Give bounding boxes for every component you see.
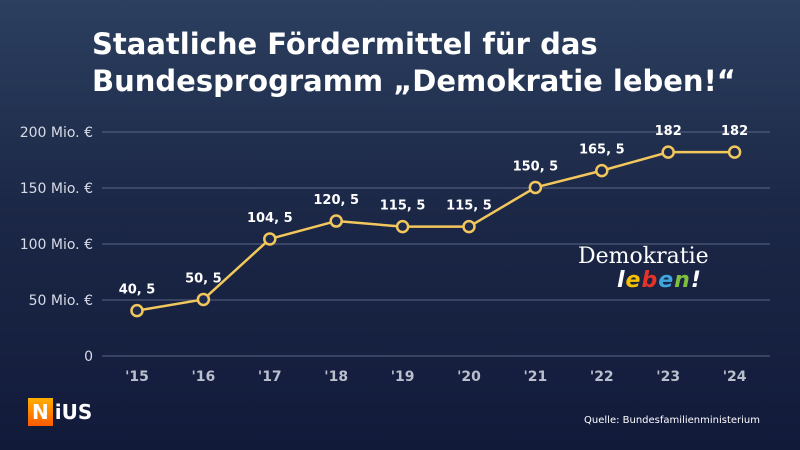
chart-title: Staatliche Fördermittel für das Bundespr… — [92, 26, 772, 100]
nius-logo-text: iUS — [54, 400, 93, 424]
x-tick-label: '18 — [324, 369, 348, 385]
series-line-group — [136, 150, 735, 312]
logo-line-2: leben! — [617, 268, 702, 293]
series-line — [136, 150, 735, 312]
data-point — [727, 145, 742, 159]
data-label: 115, 5 — [446, 199, 492, 214]
chart-title-line-2: Bundesprogramm „Demokratie leben!“ — [92, 64, 736, 98]
data-label: 50, 5 — [185, 271, 222, 286]
logo-letter: e — [625, 268, 642, 293]
data-point — [130, 303, 144, 318]
logo-line-1: Demokratie — [578, 244, 709, 269]
x-tick-label: '16 — [192, 369, 216, 385]
x-tick-label: '15 — [125, 369, 149, 385]
nius-logo-mark: N — [28, 398, 53, 426]
data-point — [329, 214, 343, 228]
logo-letter: l — [617, 268, 626, 293]
x-tick-label: '21 — [524, 369, 548, 385]
y-axis-ticks: 0 50 Mio. € 100 Mio. € 150 Mio. € 200 Mio. € — [20, 125, 93, 365]
logo-letter: n — [674, 268, 691, 293]
data-labels: 40, 5 50, 5 104, 5 120, 5 115, 5 115, 5 150, 5… — [119, 124, 748, 297]
data-point — [196, 292, 211, 307]
data-point — [595, 163, 609, 178]
data-point — [462, 219, 476, 234]
data-label: 182 — [655, 124, 682, 139]
data-points — [130, 145, 742, 318]
demokratie-leben-logo: Demokratie — [578, 244, 709, 269]
y-tick-label: 100 Mio. € — [20, 237, 93, 253]
data-label: 120, 5 — [313, 193, 359, 208]
data-label: 182 — [721, 124, 748, 139]
x-tick-label: '17 — [258, 369, 282, 385]
data-label: 150, 5 — [513, 159, 559, 174]
data-point — [528, 180, 543, 195]
x-tick-label: '22 — [590, 369, 614, 385]
source-note: Quelle: Bundesfamilienministerium — [584, 415, 760, 426]
y-tick-label: 200 Mio. € — [20, 125, 93, 141]
logo-letter: e — [658, 268, 675, 293]
x-tick-label: '23 — [656, 369, 680, 385]
data-label: 40, 5 — [119, 283, 156, 298]
y-tick-label: 0 — [84, 349, 93, 365]
data-label: 115, 5 — [380, 199, 426, 214]
data-point — [263, 232, 277, 246]
nius-logo: N iUS — [28, 398, 92, 426]
logo-letter: ! — [690, 268, 702, 293]
y-tick-label: 50 Mio. € — [29, 293, 93, 309]
logo-letter: b — [641, 268, 659, 293]
chart-title-line-1: Staatliche Fördermittel für das — [92, 27, 598, 61]
x-axis-ticks: '15 '16 '17 '18 '19 '20 '21 '22 '23 '24 — [125, 369, 747, 385]
x-tick-label: '24 — [723, 369, 747, 385]
grid-lines — [102, 131, 770, 357]
x-tick-label: '19 — [391, 369, 415, 385]
data-label: 104, 5 — [247, 211, 293, 226]
data-point — [395, 219, 410, 234]
y-tick-label: 150 Mio. € — [20, 181, 93, 197]
data-label: 165, 5 — [579, 143, 625, 158]
data-point — [661, 145, 675, 159]
x-tick-label: '20 — [457, 369, 481, 385]
